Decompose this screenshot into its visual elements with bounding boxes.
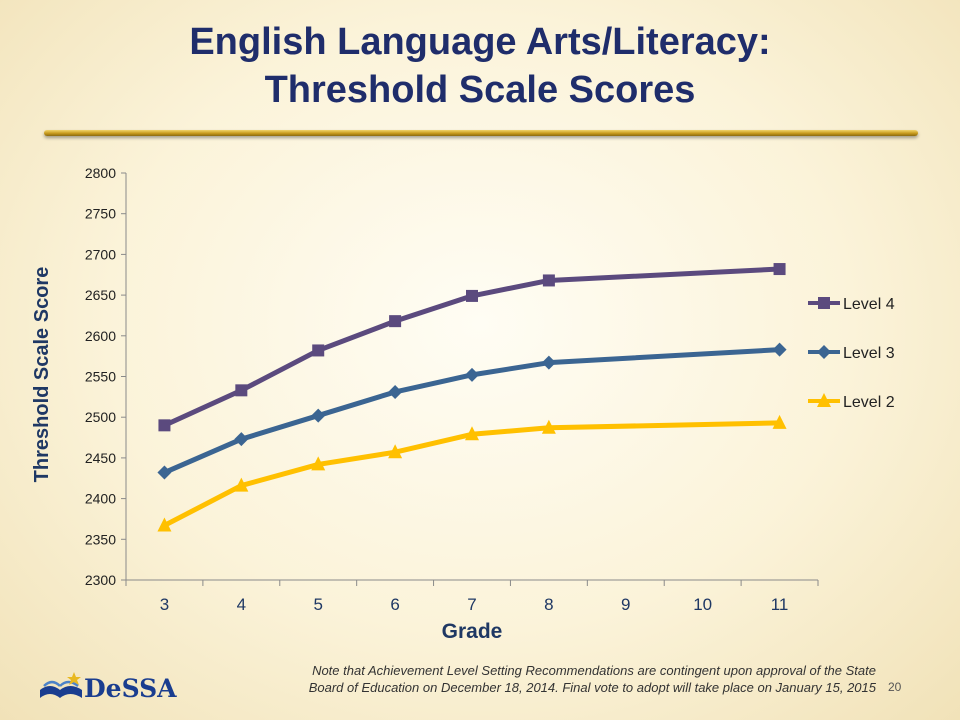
- data-point-level-3: [311, 408, 326, 423]
- logo-text: DeSSA: [84, 674, 177, 703]
- footnote-line2: Board of Education on December 18, 2014.…: [308, 680, 876, 695]
- data-point-level-3: [465, 367, 479, 382]
- data-point-level-3: [772, 342, 787, 357]
- data-point-level-2: [541, 419, 556, 434]
- x-tick-label: 6: [390, 595, 399, 614]
- y-tick-label: 2450: [85, 450, 116, 466]
- data-point-level-4: [389, 315, 402, 328]
- x-axis-title: Grade: [442, 620, 503, 643]
- data-point-level-3: [234, 432, 249, 447]
- data-point-level-3: [388, 384, 403, 399]
- x-tick-label: 10: [693, 595, 712, 614]
- data-point-level-2: [388, 444, 403, 459]
- legend-label: Level 3: [843, 345, 895, 362]
- y-tick-label: 2600: [85, 328, 116, 344]
- data-point-level-2: [157, 517, 172, 532]
- data-point-level-2: [772, 414, 787, 429]
- title-divider: [44, 130, 918, 136]
- x-tick-label: 9: [621, 595, 630, 614]
- legend-label: Level 2: [843, 394, 895, 411]
- slide-title-line1: English Language Arts/Literacy:: [189, 21, 771, 63]
- y-tick-label: 2750: [85, 206, 116, 222]
- slide-title: English Language Arts/Literacy: Threshol…: [0, 18, 960, 114]
- footnote: Note that Achievement Level Setting Reco…: [168, 662, 876, 696]
- data-point-level-4: [466, 289, 478, 302]
- data-point-level-4: [312, 344, 325, 357]
- legend-label: Level 4: [843, 296, 895, 313]
- x-tick-label: 8: [544, 595, 553, 614]
- dessa-logo: DeSSA: [38, 668, 178, 708]
- y-tick-label: 2400: [85, 491, 116, 507]
- y-tick-label: 2500: [85, 409, 116, 425]
- page-number: 20: [888, 680, 902, 694]
- y-tick-label: 2800: [85, 165, 116, 181]
- data-point-level-2: [311, 456, 326, 471]
- legend-marker: [817, 345, 831, 359]
- y-axis-title: Threshold Scale Score: [31, 267, 53, 483]
- data-point-level-3: [541, 355, 556, 370]
- data-point-level-3: [157, 465, 172, 480]
- y-tick-label: 2650: [85, 287, 116, 303]
- y-tick-label: 2350: [85, 531, 116, 547]
- book-icon: [40, 672, 82, 698]
- data-point-level-4: [542, 274, 555, 287]
- x-tick-label: 7: [467, 595, 476, 614]
- x-tick-label: 3: [160, 595, 169, 614]
- legend-marker: [818, 297, 830, 309]
- x-tick-label: 5: [313, 595, 322, 614]
- y-tick-label: 2550: [85, 369, 116, 385]
- x-tick-label: 4: [237, 595, 246, 614]
- y-tick-label: 2300: [85, 572, 116, 588]
- y-tick-label: 2700: [85, 246, 116, 262]
- legend-marker: [817, 393, 831, 407]
- x-tick-label: 11: [771, 595, 789, 614]
- footnote-line1: Note that Achievement Level Setting Reco…: [312, 663, 876, 678]
- data-point-level-2: [465, 426, 479, 441]
- data-point-level-4: [235, 384, 248, 397]
- data-point-level-2: [234, 477, 249, 492]
- slide-title-line2: Threshold Scale Scores: [264, 69, 696, 111]
- data-point-level-4: [158, 419, 171, 432]
- data-point-level-4: [773, 263, 786, 276]
